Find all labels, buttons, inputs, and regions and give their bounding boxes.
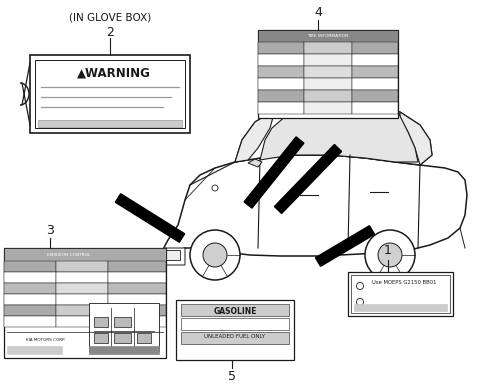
Bar	[304, 102, 352, 114]
Bar	[56, 316, 108, 327]
Bar	[4, 305, 56, 316]
Polygon shape	[157, 248, 185, 265]
Circle shape	[190, 230, 240, 280]
Bar	[108, 316, 166, 327]
Bar	[4, 272, 56, 283]
Bar	[108, 283, 166, 294]
Bar	[38, 120, 182, 127]
Bar	[304, 90, 352, 102]
Bar	[351, 275, 450, 313]
Text: TIRE INFORMATION: TIRE INFORMATION	[307, 34, 348, 38]
Bar	[4, 316, 56, 327]
Bar	[258, 30, 398, 42]
Bar	[304, 42, 352, 54]
Polygon shape	[235, 110, 275, 162]
Bar	[89, 346, 159, 354]
Bar	[4, 261, 56, 272]
Polygon shape	[275, 145, 342, 214]
Text: GASOLINE: GASOLINE	[213, 307, 257, 316]
Text: ▲WARNING: ▲WARNING	[77, 67, 151, 80]
Circle shape	[203, 243, 227, 267]
Bar	[304, 78, 352, 90]
Bar	[56, 305, 108, 316]
Bar	[108, 305, 166, 316]
Bar	[258, 42, 304, 54]
Polygon shape	[235, 102, 432, 165]
Bar	[4, 283, 56, 294]
Bar	[56, 283, 108, 294]
Bar	[304, 54, 352, 66]
Bar	[181, 304, 289, 316]
Bar	[258, 90, 304, 102]
Polygon shape	[244, 137, 304, 208]
Bar	[258, 54, 304, 66]
Bar	[181, 318, 289, 330]
Bar	[176, 300, 294, 360]
Bar	[56, 272, 108, 283]
Text: 1: 1	[384, 243, 392, 256]
Bar	[30, 55, 190, 133]
Bar	[258, 30, 398, 118]
Bar	[137, 333, 151, 343]
Text: 4: 4	[314, 5, 322, 18]
Bar	[352, 42, 398, 54]
Bar	[114, 317, 131, 327]
Circle shape	[357, 298, 363, 305]
Polygon shape	[248, 159, 262, 167]
Bar	[4, 248, 166, 358]
Polygon shape	[115, 194, 185, 242]
Circle shape	[378, 243, 402, 267]
Bar	[108, 272, 166, 283]
Bar	[35, 60, 185, 128]
Bar	[181, 332, 289, 344]
Bar	[354, 304, 447, 311]
Text: 3: 3	[46, 223, 54, 236]
Bar	[7, 346, 62, 354]
Bar	[162, 250, 180, 260]
Circle shape	[357, 283, 363, 290]
Bar	[352, 78, 398, 90]
Text: Use MOEPS G2150 BB01: Use MOEPS G2150 BB01	[372, 279, 437, 285]
Bar	[304, 66, 352, 78]
Circle shape	[212, 185, 218, 191]
Text: UNLEADED FUEL ONLY: UNLEADED FUEL ONLY	[204, 334, 265, 339]
Text: KIA MOTORS CORP.: KIA MOTORS CORP.	[26, 338, 66, 342]
Bar	[352, 102, 398, 114]
Bar	[94, 333, 108, 343]
Polygon shape	[260, 102, 418, 162]
Text: 5: 5	[228, 370, 236, 383]
Polygon shape	[315, 226, 374, 266]
Bar	[258, 66, 304, 78]
Bar	[114, 333, 131, 343]
Bar	[4, 248, 166, 261]
Polygon shape	[400, 112, 432, 165]
Bar	[352, 90, 398, 102]
Bar	[56, 294, 108, 305]
Circle shape	[365, 230, 415, 280]
Bar	[89, 303, 159, 351]
Bar	[258, 78, 304, 90]
Bar	[352, 54, 398, 66]
Polygon shape	[155, 155, 467, 268]
Bar	[348, 272, 453, 316]
Bar	[108, 294, 166, 305]
Bar	[56, 261, 108, 272]
Bar	[258, 102, 304, 114]
Bar	[94, 317, 108, 327]
Text: (IN GLOVE BOX): (IN GLOVE BOX)	[69, 12, 151, 22]
Bar	[4, 294, 56, 305]
Text: EMISSION CONTROL: EMISSION CONTROL	[47, 252, 91, 256]
Bar	[352, 66, 398, 78]
Text: 2: 2	[106, 25, 114, 38]
Bar	[108, 261, 166, 272]
